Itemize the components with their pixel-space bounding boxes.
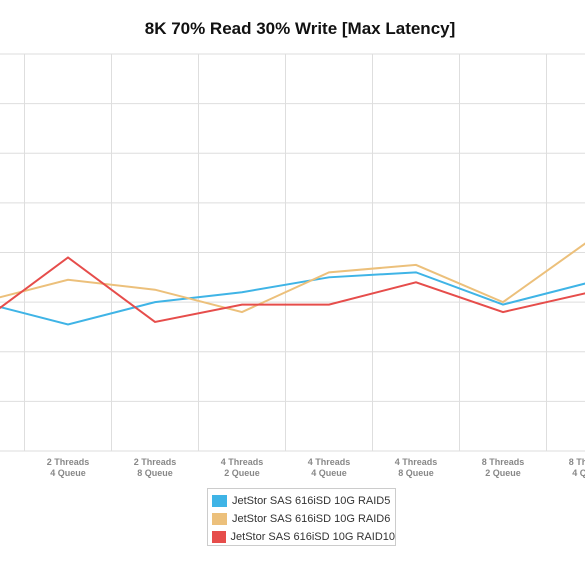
series-lines [0,242,585,326]
legend-item: JetStor SAS 616iSD 10G RAID6 [212,510,395,528]
x-tick-label: 4 Threads 4 Queue [308,457,351,478]
legend-swatch [212,531,226,543]
legend-label: JetStor SAS 616iSD 10G RAID10 [230,531,395,543]
series-line-1 [0,271,585,326]
chart-title: 8K 70% Read 30% Write [Max Latency] [144,19,456,38]
legend: JetStor SAS 616iSD 10G RAID5 JetStor SAS … [207,488,396,546]
legend-swatch [212,495,227,507]
x-tick-label: 4 Threads 8 Queue [395,457,438,478]
grid [0,53,585,452]
series-line-2 [0,242,585,314]
x-tick-label: 4 Threads 2 Queue [221,457,264,478]
x-tick-label: 8 Threads 2 Queue [482,457,525,478]
x-tick-label: 2 Threads 8 Queue [134,457,177,478]
legend-label: JetStor SAS 616iSD 10G RAID5 [232,495,391,507]
legend-swatch [212,513,227,525]
x-tick-label: 2 Threads 4 Queue [47,457,90,478]
legend-label: JetStor SAS 616iSD 10G RAID6 [232,513,391,525]
legend-item: JetStor SAS 616iSD 10G RAID10 [212,528,395,546]
legend-item: JetStor SAS 616iSD 10G RAID5 [212,492,395,510]
series-line-3 [0,256,585,324]
